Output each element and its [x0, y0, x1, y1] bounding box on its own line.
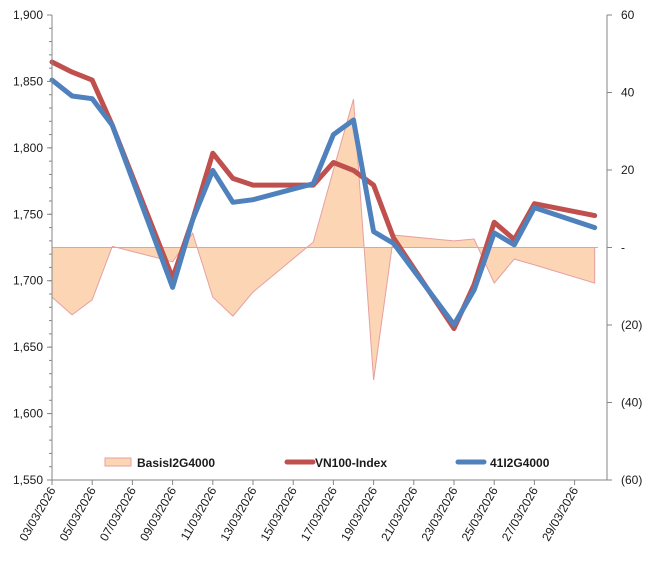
right-axis-tick-label: (60) — [621, 473, 642, 487]
x-axis-tick-label: 29/03/2026 — [539, 484, 581, 543]
x-axis-tick-label: 19/03/2026 — [338, 484, 380, 543]
right-axis-tick-label: 60 — [621, 8, 635, 22]
line-series-41i2g4000 — [49, 77, 598, 328]
left-axis-tick-label: 1,650 — [13, 340, 43, 354]
left-axis-tick-label: 1,600 — [13, 407, 43, 421]
x-axis-tick-label: 03/03/2026 — [16, 484, 58, 543]
legend-label-basis: BasisI2G4000 — [137, 456, 215, 470]
legend-swatch-basis — [104, 457, 132, 467]
x-axis-tick-label: 05/03/2026 — [57, 484, 99, 543]
right-axis-tick-label: (40) — [621, 396, 642, 410]
basis-area-layer — [51, 98, 598, 381]
x-axis-tick-label: 17/03/2026 — [298, 484, 340, 543]
left-axis-tick-label: 1,750 — [13, 207, 43, 221]
legend: BasisI2G4000 VN100-Index 41I2G4000 — [104, 456, 550, 470]
x-axis-tick-label: 09/03/2026 — [137, 484, 179, 543]
left-axis-tick-label: 1,550 — [13, 473, 43, 487]
legend-label-vn100: VN100-Index — [315, 456, 387, 470]
line-series-vn100-index — [49, 59, 598, 331]
left-axis-tick-label: 1,850 — [13, 74, 43, 88]
x-axis-tick-label: 25/03/2026 — [459, 484, 501, 543]
x-axis-tick-label: 23/03/2026 — [418, 484, 460, 543]
area-series-basis — [51, 98, 596, 381]
right-axis-tick-label: 40 — [621, 86, 635, 100]
x-axis-tick-label: 21/03/2026 — [378, 484, 420, 543]
x-axis-tick-label: 07/03/2026 — [97, 484, 139, 543]
right-axis-tick-label: (20) — [621, 318, 642, 332]
index-lines-layer — [49, 59, 598, 331]
left-axis-tick-label: 1,800 — [13, 141, 43, 155]
right-axis-tick-label: - — [621, 241, 625, 255]
left-axis-tick-label: 1,700 — [13, 274, 43, 288]
x-axis-tick-label: 15/03/2026 — [258, 484, 300, 543]
x-axis-tick-label: 11/03/2026 — [178, 484, 220, 543]
legend-label-41i2g4000: 41I2G4000 — [490, 456, 550, 470]
right-axis-tick-label: 20 — [621, 163, 635, 177]
x-axis-tick-label: 27/03/2026 — [499, 484, 541, 543]
x-axis-tick-label: 13/03/2026 — [217, 484, 259, 543]
left-axis-tick-label: 1,900 — [13, 8, 43, 22]
